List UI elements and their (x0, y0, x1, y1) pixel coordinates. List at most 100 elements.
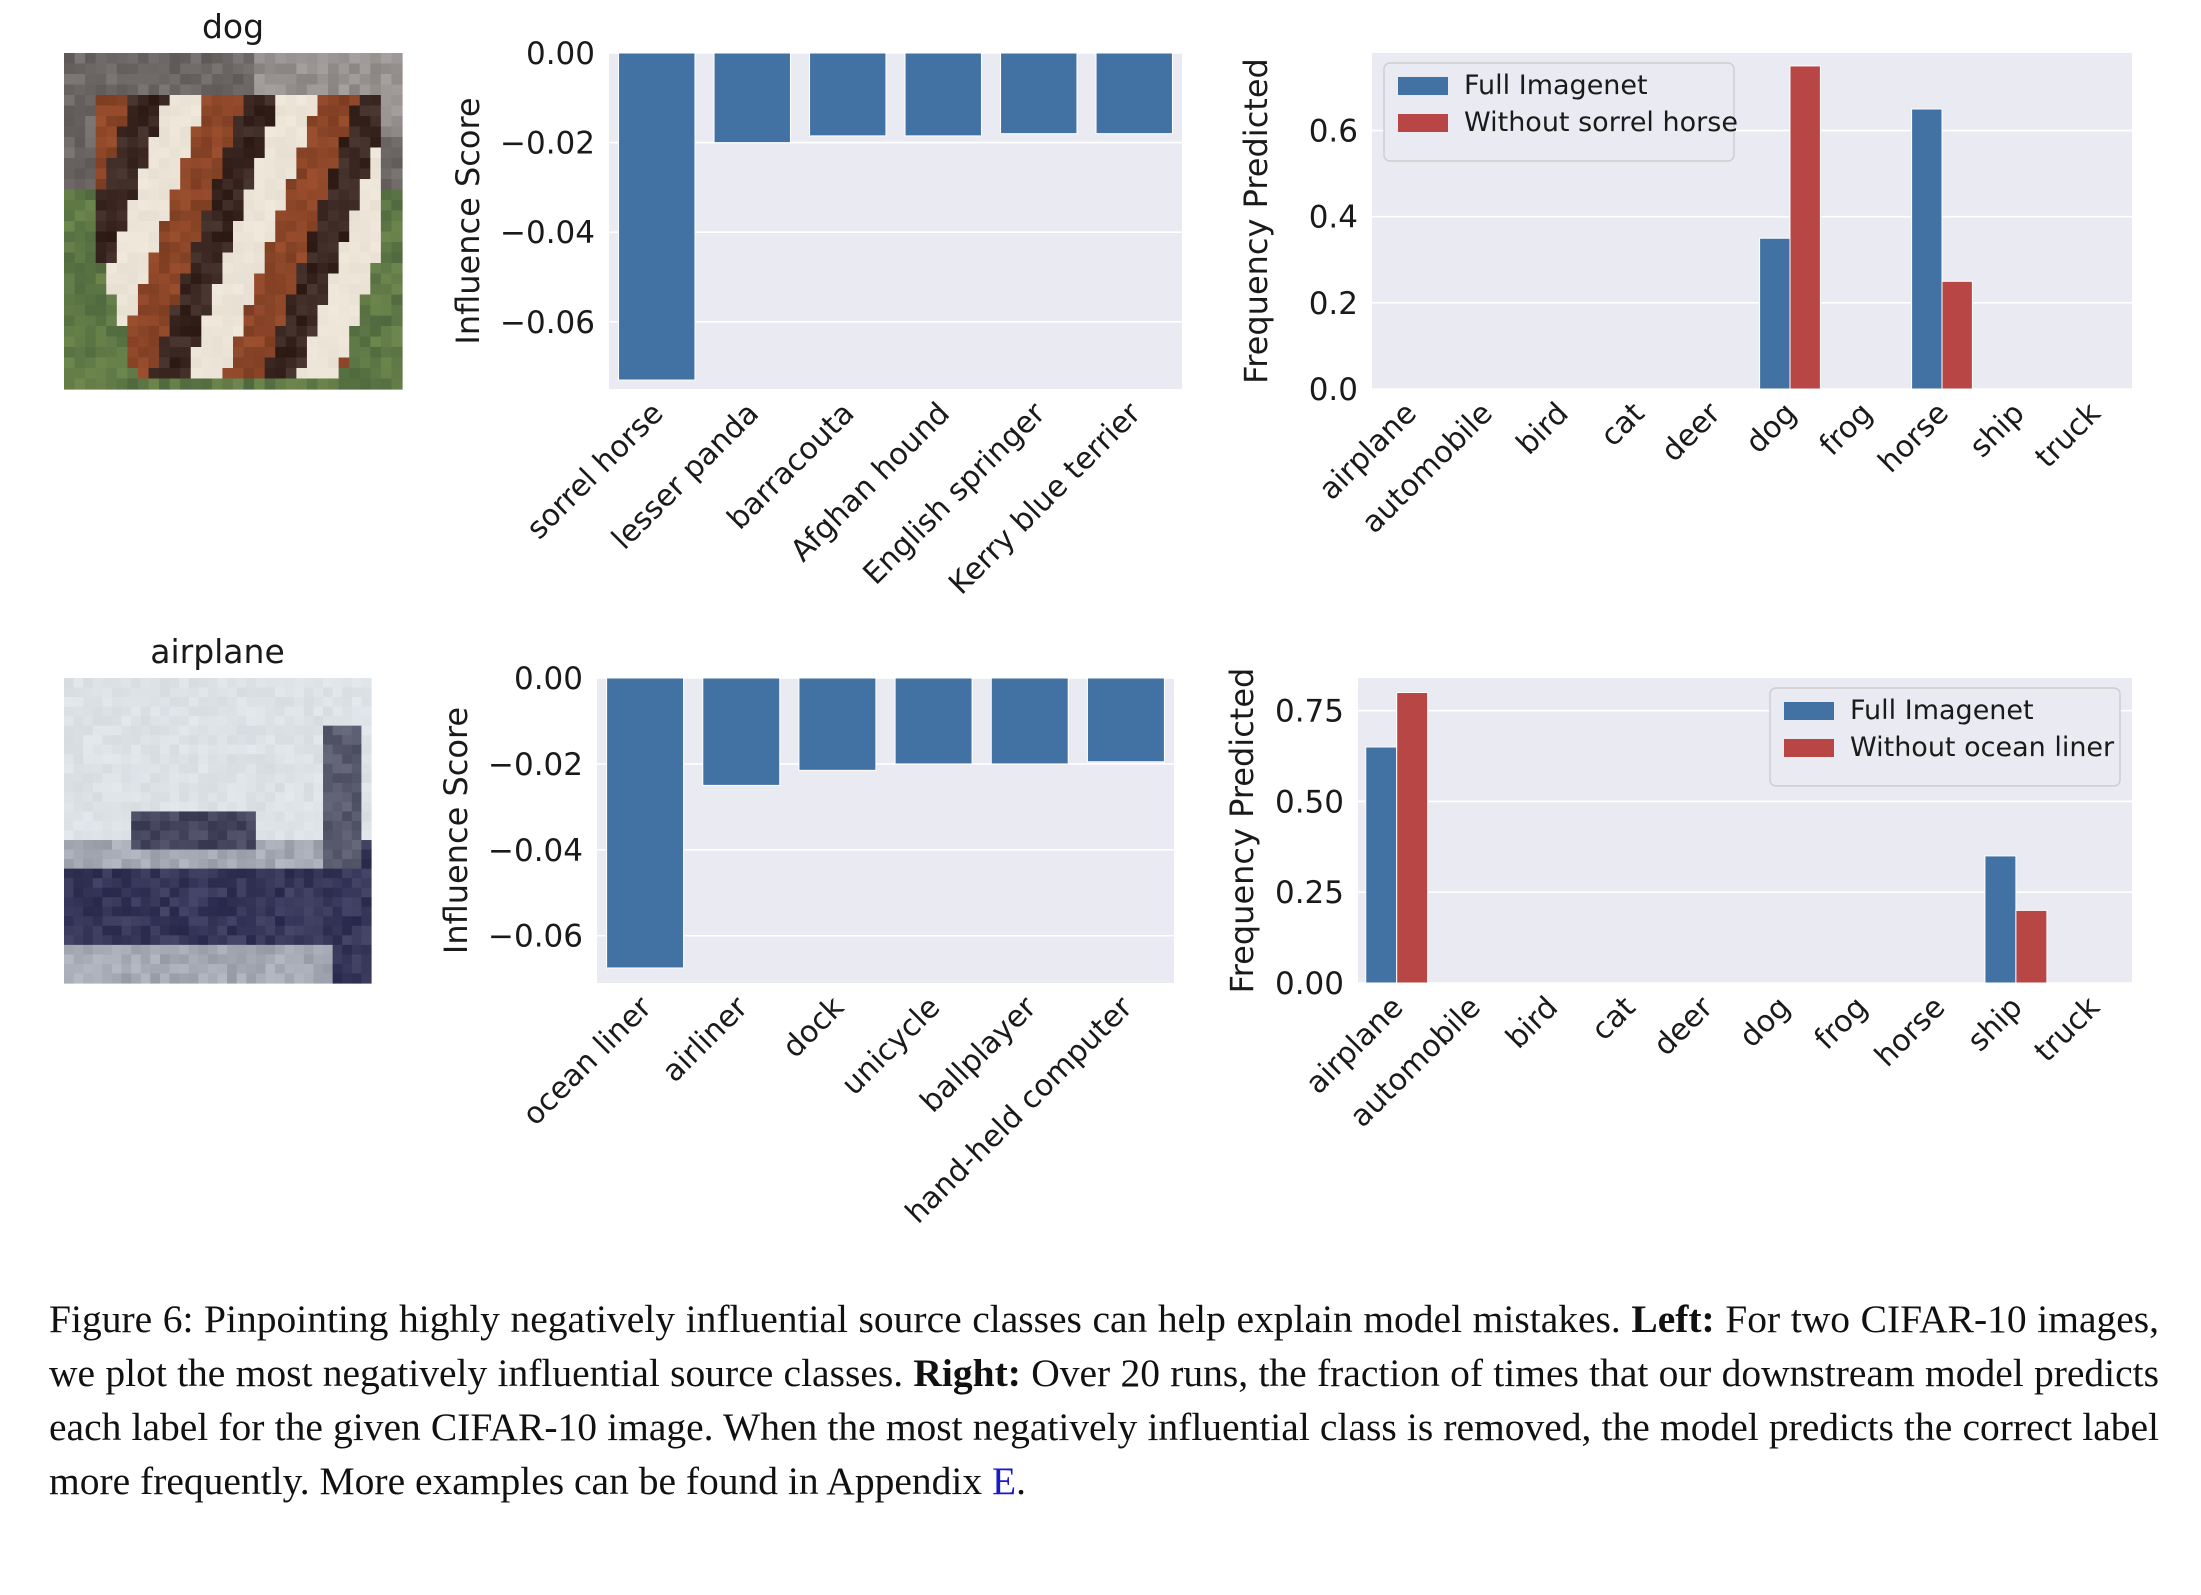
thumbnail-pixel (201, 273, 213, 285)
thumbnail-pixel (243, 210, 255, 222)
thumbnail-pixel (338, 74, 350, 86)
thumbnail-pixel (169, 725, 180, 736)
thumbnail-pixel (73, 801, 84, 813)
thumbnail-pixel (222, 95, 234, 107)
thumbnail-pixel (73, 735, 84, 746)
thumbnail-pixel (391, 326, 403, 338)
thumbnail-pixel (275, 84, 287, 96)
thumbnail-pixel (73, 706, 84, 717)
thumbnail-pixel (127, 221, 139, 233)
thumbnail-pixel (102, 811, 113, 822)
thumbnail-pixel (246, 678, 257, 689)
thumbnail-pixel (342, 916, 353, 927)
thumbnail-pixel (159, 849, 171, 860)
thumbnail-pixel (342, 763, 353, 774)
thumbnail-pixel (254, 189, 266, 201)
appendix-link[interactable]: E (991, 1459, 1017, 1503)
thumbnail-pixel (359, 357, 371, 369)
thumbnail-pixel (303, 725, 315, 736)
thumbnail-pixel (121, 897, 132, 908)
thumbnail-pixel (332, 840, 343, 851)
thumbnail-pixel (294, 973, 305, 984)
thumbnail-pixel (233, 168, 245, 180)
thumbnail-pixel (169, 273, 181, 285)
thumbnail-pixel (127, 315, 139, 327)
thumbnail-pixel (303, 840, 315, 851)
caption-left-text: For two CIFAR-10 images, we plot the mos… (49, 1297, 2159, 1395)
x-tick-label: frog (1808, 990, 1875, 1057)
thumbnail-pixel (64, 273, 76, 285)
thumbnail-pixel (349, 53, 361, 65)
thumbnail-pixel (131, 811, 142, 822)
thumbnail-pixel (323, 820, 334, 832)
thumbnail-pixel (361, 830, 372, 841)
thumbnail-pixel (323, 754, 334, 765)
thumbnail-pixel (359, 189, 371, 201)
thumbnail-pixel (332, 687, 343, 698)
thumbnail-pixel (180, 116, 192, 128)
thumbnail-pixel (303, 735, 315, 746)
bar (713, 52, 791, 144)
thumbnail-pixel (159, 725, 171, 736)
thumbnail-pixel (85, 252, 97, 264)
thumbnail-pixel (207, 725, 219, 736)
thumbnail-pixel (255, 801, 267, 813)
thumbnail-pixel (188, 678, 199, 689)
thumbnail-pixel (332, 801, 343, 813)
thumbnail-pixel (222, 84, 234, 96)
thumbnail-pixel (323, 944, 334, 956)
thumbnail-pixel (188, 906, 199, 917)
thumbnail-pixel (198, 820, 209, 832)
thumbnail-pixel (349, 189, 361, 201)
thumbnail-pixel (351, 849, 362, 860)
thumbnail-pixel (264, 53, 276, 65)
thumbnail-pixel (313, 811, 324, 822)
thumbnail-pixel (188, 754, 199, 765)
thumbnail-pixel (179, 935, 190, 946)
thumbnail-pixel (190, 63, 202, 75)
thumbnail-pixel (137, 105, 150, 117)
thumbnail-pixel (243, 221, 255, 233)
thumbnail-pixel (275, 210, 287, 222)
thumbnail-pixel (159, 231, 171, 243)
thumbnail-pixel (83, 963, 94, 975)
thumbnail-pixel (111, 859, 123, 870)
thumbnail-pixel (338, 284, 350, 296)
thumbnail-pixel (306, 63, 319, 75)
thumbnail-pixel (201, 189, 213, 201)
thumbnail-pixel (264, 158, 276, 170)
thumbnail-pixel (296, 105, 308, 117)
thumbnail-pixel (211, 326, 224, 338)
thumbnail-pixel (159, 53, 171, 65)
thumbnail-pixel (332, 935, 343, 946)
thumbnail-pixel (351, 820, 362, 832)
thumbnail-pixel (227, 678, 238, 689)
thumbnail-pixel (92, 897, 103, 908)
thumbnail-pixel (140, 925, 151, 936)
thumbnail-pixel (349, 305, 361, 317)
thumbnail-pixel (150, 963, 161, 975)
thumbnail-pixel (265, 735, 276, 746)
thumbnail-pixel (111, 830, 123, 841)
thumbnail-pixel (222, 378, 234, 390)
thumbnail-pixel (313, 916, 324, 927)
thumbnail-pixel (121, 925, 132, 936)
thumbnail-pixel (95, 53, 107, 65)
thumbnail-pixel (349, 179, 361, 191)
thumbnail-pixel (73, 868, 84, 879)
thumbnail-pixel (127, 378, 139, 390)
caption-right-label: Right: (913, 1351, 1021, 1395)
thumbnail-pixel (342, 754, 353, 765)
thumbnail-pixel (188, 849, 199, 860)
thumbnail-pixel (74, 336, 86, 348)
thumbnail-pixel (92, 706, 103, 717)
thumbnail-pixel (264, 63, 276, 75)
thumbnail-pixel (131, 963, 142, 975)
thumbnail-pixel (294, 944, 305, 956)
thumbnail-pixel (317, 158, 329, 170)
thumbnail-pixel (211, 315, 224, 327)
thumbnail-pixel (349, 210, 361, 222)
thumbnail-pixel (275, 221, 287, 233)
thumbnail-pixel (207, 925, 219, 936)
thumbnail-pixel (140, 773, 151, 784)
